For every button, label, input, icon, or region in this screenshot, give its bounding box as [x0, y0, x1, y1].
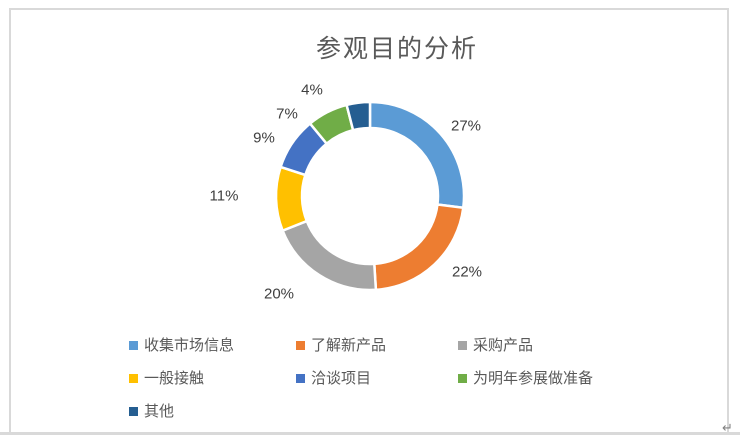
- legend-item-6[interactable]: 其他: [129, 404, 174, 419]
- legend-swatch-icon: [458, 341, 467, 350]
- legend-label: 收集市场信息: [144, 337, 235, 354]
- chart-border: [9, 8, 729, 434]
- legend-label: 采购产品: [473, 337, 534, 354]
- legend-label: 洽谈项目: [311, 370, 372, 387]
- donut-slice-2[interactable]: [280, 219, 378, 292]
- legend-swatch-icon: [296, 374, 305, 383]
- legend-swatch-icon: [129, 374, 138, 383]
- legend-item-5[interactable]: 为明年参展做准备: [458, 371, 593, 386]
- data-label-6: 4%: [301, 81, 323, 99]
- legend-label: 一般接触: [144, 370, 205, 387]
- donut-slice-1[interactable]: [372, 203, 465, 292]
- legend-label: 了解新产品: [311, 337, 387, 354]
- paragraph-return-icon: ↵: [722, 420, 733, 435]
- legend-item-4[interactable]: 洽谈项目: [296, 371, 371, 386]
- legend-item-0[interactable]: 收集市场信息: [129, 338, 234, 353]
- data-label-3: 11%: [209, 187, 239, 205]
- legend-swatch-icon: [129, 341, 138, 350]
- legend-item-2[interactable]: 采购产品: [458, 338, 533, 353]
- data-label-2: 20%: [263, 285, 295, 303]
- donut-slice-0[interactable]: [368, 100, 466, 210]
- donut-slice-6[interactable]: [345, 100, 372, 132]
- data-label-0: 27%: [450, 117, 482, 135]
- legend-label: 为明年参展做准备: [473, 370, 594, 387]
- data-label-4: 9%: [253, 129, 275, 147]
- legend-item-1[interactable]: 了解新产品: [296, 338, 386, 353]
- data-label-1: 22%: [451, 263, 483, 281]
- donut-slice-3[interactable]: [274, 165, 309, 233]
- chart-title[interactable]: 参观目的分析: [315, 35, 479, 63]
- legend-swatch-icon: [458, 374, 467, 383]
- legend-label: 其他: [144, 403, 175, 420]
- legend-swatch-icon: [129, 407, 138, 416]
- data-label-5: 7%: [276, 105, 298, 123]
- legend-item-3[interactable]: 一般接触: [129, 371, 204, 386]
- page-bottom-rule: [0, 432, 740, 435]
- legend-swatch-icon: [296, 341, 305, 350]
